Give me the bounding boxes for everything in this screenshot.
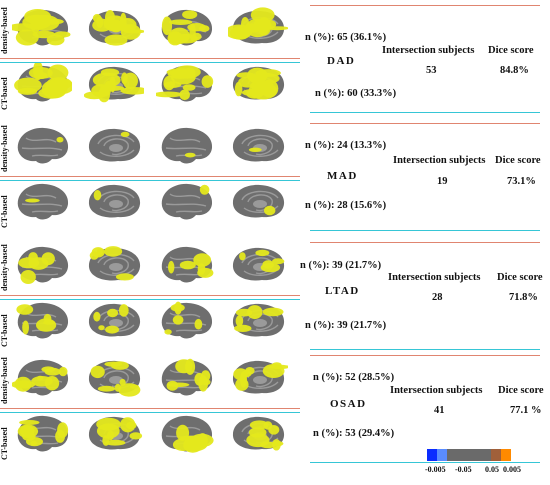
brain-surface-density-0: [10, 356, 72, 406]
brain-surface-ct-3: [228, 412, 288, 462]
brain-surface-ct-1: [83, 62, 149, 112]
colorbar-tick-2: -0.05: [455, 465, 472, 474]
divider-line: [310, 5, 540, 6]
colorbar: [427, 449, 511, 461]
divider-line: [310, 123, 540, 124]
dice-value: 77.1 %: [510, 405, 542, 416]
divider-line: [0, 62, 300, 63]
brain-surface-density-3: [228, 124, 288, 174]
brain-surface-density-0: [7, 6, 72, 56]
divider-line: [0, 180, 300, 181]
group-title: LTAD: [325, 285, 360, 297]
divider-line: [0, 408, 300, 409]
brain-surface-ct-0: [12, 412, 72, 462]
group-title: MAD: [327, 170, 358, 182]
brain-surface-ct-3: [228, 62, 288, 112]
brain-surface-ct-1: [84, 412, 144, 462]
divider-line: [0, 176, 300, 177]
colorbar-segment-pos-strong: [501, 449, 511, 461]
intersection-value: 19: [437, 176, 448, 187]
brain-surface-ct-1: [84, 180, 144, 230]
n-ct-text: n (%): 53 (29.4%): [313, 428, 395, 439]
brain-surface-ct-2: [156, 299, 216, 349]
row-label-density: density-based: [0, 357, 9, 404]
brain-surface-density-0: [12, 243, 72, 293]
brain-surface-density-0: [12, 124, 72, 174]
dice-value: 84.8%: [500, 65, 529, 76]
intersection-value: 41: [434, 405, 445, 416]
brain-surface-ct-2: [156, 180, 216, 230]
intersection-label: Intersection subjects: [393, 155, 486, 166]
row-label-ct: CT-based: [0, 427, 9, 460]
divider-line: [0, 58, 300, 59]
dice-label: Dice score: [495, 155, 541, 166]
group-title: OSAD: [330, 398, 367, 410]
brain-surface-density-3: [225, 6, 289, 56]
divider-line: [310, 230, 540, 231]
divider-line: [310, 462, 540, 463]
colorbar-segment-neutral: [447, 449, 491, 461]
divider-line: [0, 412, 300, 413]
colorbar-tick-1: -0.005: [425, 465, 446, 474]
dice-value: 71.8%: [509, 292, 538, 303]
brain-surface-ct-0: [12, 299, 72, 349]
divider-line: [310, 112, 540, 113]
divider-line: [310, 349, 540, 350]
brain-surface-density-1: [84, 356, 144, 406]
dice-value: 73.1%: [507, 176, 536, 187]
dice-label: Dice score: [497, 272, 543, 283]
colorbar-segment-neg-strong: [427, 449, 437, 461]
n-density-text: n (%): 65 (36.1%): [305, 32, 387, 43]
n-ct-text: n (%): 28 (15.6%): [305, 200, 387, 211]
brain-surface-density-3: [228, 243, 288, 293]
brain-surface-density-1: [84, 243, 144, 293]
brain-surface-ct-0: [12, 60, 75, 112]
intersection-label: Intersection subjects: [390, 385, 483, 396]
brain-surface-density-2: [156, 124, 216, 174]
brain-surface-ct-1: [84, 299, 144, 349]
divider-line: [310, 355, 540, 356]
intersection-label: Intersection subjects: [382, 45, 475, 56]
brain-surface-density-3: [228, 356, 290, 406]
n-density-text: n (%): 39 (21.7%): [300, 260, 382, 271]
brain-surface-ct-2: [156, 412, 216, 462]
brain-surface-ct-0: [12, 180, 72, 230]
brain-surface-ct-3: [228, 180, 288, 230]
brain-surface-density-1: [84, 124, 144, 174]
intersection-value: 53: [426, 65, 437, 76]
group-title: DAD: [327, 55, 356, 67]
n-density-text: n (%): 24 (13.3%): [305, 140, 387, 151]
intersection-value: 28: [432, 292, 443, 303]
divider-line: [0, 295, 300, 296]
dice-label: Dice score: [498, 385, 544, 396]
brain-surface-density-2: [156, 6, 216, 56]
brain-surface-density-2: [156, 356, 216, 406]
colorbar-legend: -0.005 -0.05 0.05 0.005: [425, 445, 525, 485]
brain-surface-ct-2: [153, 62, 216, 112]
n-ct-text: n (%): 60 (33.3%): [315, 88, 397, 99]
n-ct-text: n (%): 39 (21.7%): [305, 320, 387, 331]
colorbar-tick-3: 0.05: [485, 465, 499, 474]
colorbar-segment-pos-weak: [491, 449, 501, 461]
brain-surface-ct-3: [228, 299, 288, 349]
colorbar-segment-neg-weak: [437, 449, 447, 461]
colorbar-tick-4: 0.005: [503, 465, 521, 474]
brain-surface-density-1: [84, 6, 146, 56]
n-density-text: n (%): 52 (28.5%): [313, 372, 395, 383]
brain-surface-density-2: [156, 243, 216, 293]
divider-line: [310, 242, 540, 243]
intersection-label: Intersection subjects: [388, 272, 481, 283]
dice-label: Dice score: [488, 45, 534, 56]
divider-line: [0, 299, 300, 300]
